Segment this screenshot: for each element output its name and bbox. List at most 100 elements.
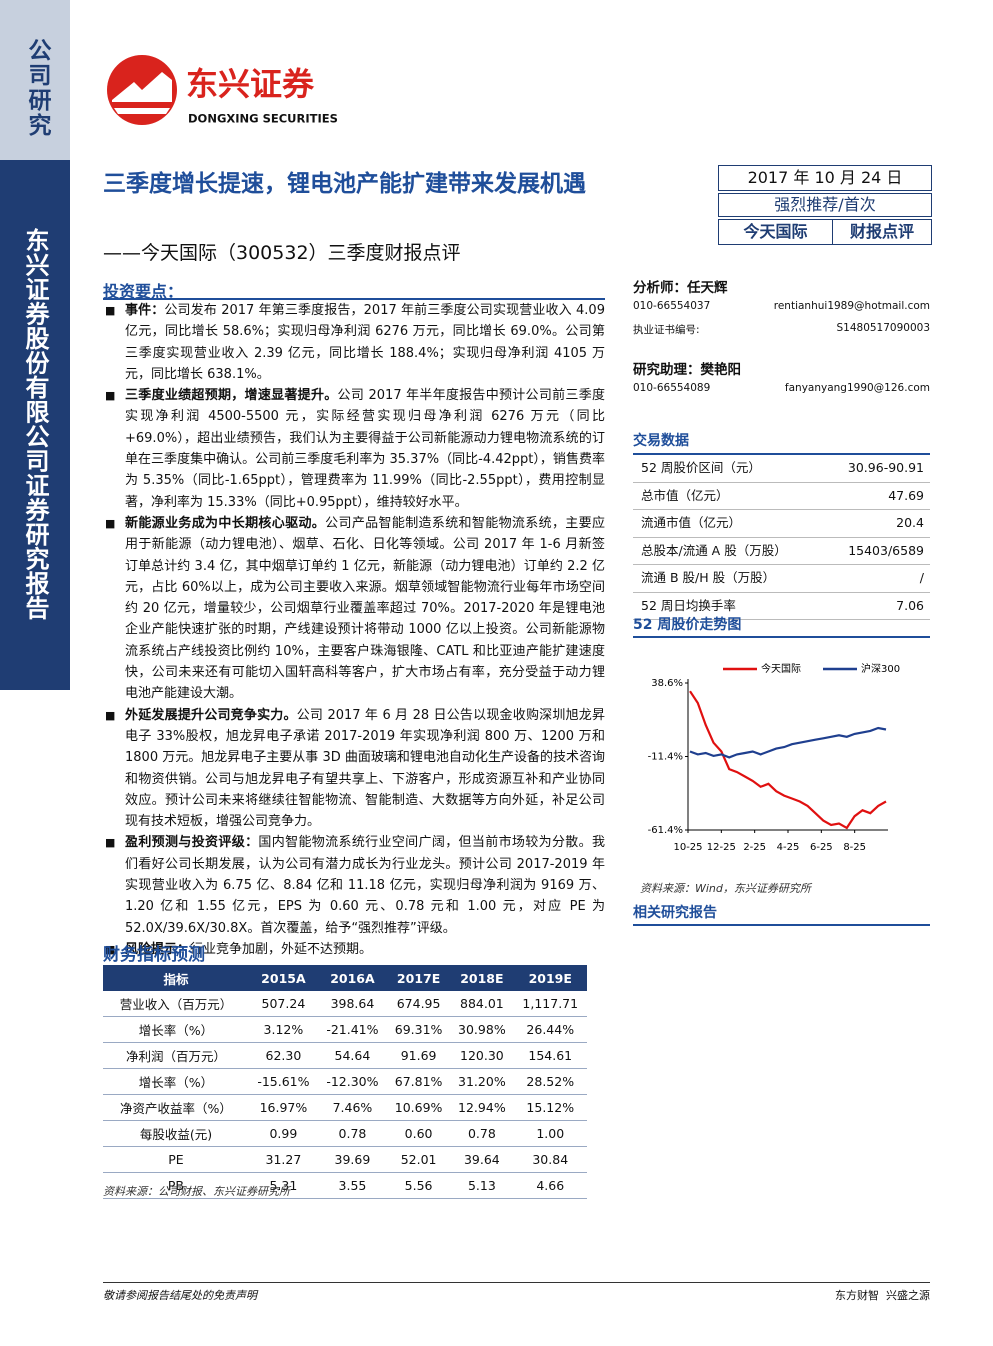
header-cell: 2015A [248,965,318,991]
table-cell: -21.41% [317,1016,387,1043]
table-row: 净利润（百万元） 62.30 54.64 91.69 120.30 154.61 [103,1042,587,1069]
source: 资料来源：公司财报、东兴证券研究所 [103,1185,290,1198]
table-cell: 31.20% [450,1068,514,1095]
analyst-cert: 执业证书编号: S1480517090003 [633,322,930,358]
x-tick-label: 12-25 [707,842,736,853]
assistant-name: 研究助理：樊艳阳 [633,362,741,378]
header-cell: 指标 [103,965,249,991]
trade-value: 20.4 [896,515,924,530]
table-cell: 3.12% [248,1016,318,1043]
point-lead: 盈利预测与投资评级： [125,835,259,851]
trade-row: 流通市值（亿元） 20.4 [633,510,930,538]
trade-value: 47.69 [888,487,924,503]
phone: 010-66554037 [633,300,711,312]
trade-value: 7.06 [896,597,924,613]
section-heading: 财务指标预测 [103,945,205,965]
header-cell: 2016A [317,965,387,991]
point-lead: 新能源业务成为中长期核心驱动。 [125,515,326,531]
table-cell: -12.30% [317,1068,387,1095]
report-title: 三季度增长提速，锂电池产能扩建带来发展机遇 [103,171,586,197]
y-tick-label: -61.4% [648,825,683,836]
sidebar-top: 公司研究 [0,0,70,160]
table-cell: 1.00 [513,1120,587,1147]
disclaimer: 敬请参阅报告结尾处的免责声明 [103,1289,257,1302]
logo-name-en: DONGXING SECURITIES [188,112,338,126]
key-point: 新能源业务成为中长期核心驱动。公司产品智能制造系统和智能物流系统，主要应用于新能… [103,513,605,705]
legend-label: 今天国际 [761,662,801,675]
series-line [689,690,887,830]
email: fanyanyang1990@126.com [784,382,930,394]
type-tag: 财报点评 [849,222,914,241]
x-tick-label: 6-25 [810,842,833,853]
table-cell: 净利润（百万元） [103,1042,249,1069]
logo-shape [114,108,170,114]
table-cell: 62.30 [248,1042,318,1069]
rating: 强烈推荐/首次 [774,195,876,214]
trade-value: / [919,570,924,585]
email: rentianhui1989@hotmail.com [773,300,930,312]
key-point: 风险提示：行业竞争加剧，外延不达预期。 [103,939,605,961]
point-text: 国内智能物流系统行业空间广阔，但当前市场较为分散。我们看好公司长期发展，认为公司… [125,835,605,936]
company-tag: 今天国际 [719,220,833,244]
key-point: 外延发展提升公司竞争实力。公司 2017 年 6 月 28 日公告以现金收购深圳… [103,705,605,833]
key-point: 盈利预测与投资评级：国内智能物流系统行业空间广阔，但当前市场较为分散。我们看好公… [103,832,605,938]
table-row: 增长率（%） 3.12% -21.41% 69.31% 30.98% 26.44% [103,1016,587,1043]
table-cell: 39.64 [450,1146,514,1173]
trade-row: 总市值（亿元） 47.69 [633,483,930,510]
trade-label: 流通 B 股/H 股（万股） [641,570,776,585]
table-row: 营业收入（百万元） 507.24 398.64 674.95 884.01 1,117.7… [103,991,587,1017]
table-cell: 30.84 [513,1146,587,1173]
point-text: 公司 2017 年半年度报告中预计公司前三季度实现净利润 4500-5500 元… [125,388,605,510]
chart-source: 资料来源：Wind，东兴证券研究所 [640,882,811,895]
rating-box: 强烈推荐/首次 [718,193,932,217]
table-cell: 5.31 [248,1172,318,1199]
chart-title: 52 周股价走势图 [633,617,742,633]
point-lead: 三季度业绩超预期，增速显著提升。 [125,388,338,404]
table-row: PB 5.31 3.55 5.56 5.13 4.66 [103,1172,587,1199]
cert-label: 执业证书编号: [633,324,700,336]
price-chart: 38.6% -11.4% -61.4% 10-25 12-25 2-25 4-25 6-25 8… [648,662,900,853]
table-cell: 10.69% [386,1094,451,1121]
trade-row: 52 周股价区间（元） 30.96-90.91 [633,455,930,483]
table-cell: 398.64 [317,991,387,1017]
report-subtitle: ——今天国际（300532）三季度财报点评 [103,242,461,264]
table-cell: 67.81% [386,1068,451,1095]
table-cell: 增长率（%） [103,1068,249,1095]
trade-label: 总市值（亿元） [641,487,729,503]
table-cell: 91.69 [386,1042,451,1069]
table-cell: 3.55 [317,1172,387,1199]
trade-label: 总股本/流通 A 股（万股） [641,542,787,558]
table-cell: 7.46% [317,1094,387,1121]
table-cell: PE [103,1146,249,1173]
x-tick-label: 8-25 [843,842,866,853]
sidebar-main: 东兴证券股份有限公司证券研究报告 [0,160,70,690]
key-point: 三季度业绩超预期，增速显著提升。公司 2017 年半年度报告中预计公司前三季度实… [103,385,605,513]
table-cell: 28.52% [513,1068,587,1095]
table-cell: 4.66 [513,1172,587,1199]
sidebar-company: 东兴证券股份有限公司证券研究报告 [21,228,49,620]
point-lead: 风险提示： [125,941,191,957]
phone: 010-66554089 [633,382,711,394]
point-text: 公司 2017 年 6 月 28 日公告以现金收购深圳旭龙昇电子 33%股权，旭… [125,707,605,830]
table-cell: 39.69 [317,1146,387,1173]
table-cell: 增长率（%） [103,1016,249,1043]
legend-label: 沪深300 [861,662,900,675]
date-box: 2017 年 10 月 24 日 [718,165,932,191]
table-cell: 52.01 [386,1146,451,1173]
trade-label: 流通市值（亿元） [641,515,742,530]
footer-rule [103,1282,930,1283]
section-heading: 投资要点： [103,282,184,301]
table-cell: 54.64 [317,1042,387,1069]
trade-row: 流通 B 股/H 股（万股） / [633,565,930,593]
point-lead: 事件： [125,303,165,318]
header-row: 指标 2015A 2016A 2017E 2018E 2019E [103,965,587,991]
analyst-block: 分析师：任天辉 010-66554037 rentianhui1989@hotma… [633,276,930,404]
point-text: 公司产品智能制造系统和智能物流系统，主要应用于新能源（动力锂电池）、烟草、石化、… [125,515,605,702]
table-cell: 0.78 [450,1120,514,1147]
table-row: 增长率（%） -15.61% -12.30% 67.81% 31.20% 28.52% [103,1068,587,1095]
table-cell: 0.60 [386,1120,451,1147]
point-text: 公司发布 2017 年第三季度报告，2017 年前三季度公司实现营业收入 4.0… [125,303,605,382]
key-point: 事件：公司发布 2017 年第三季度报告，2017 年前三季度公司实现营业收入 … [103,300,605,385]
table-cell: -15.61% [248,1068,318,1095]
